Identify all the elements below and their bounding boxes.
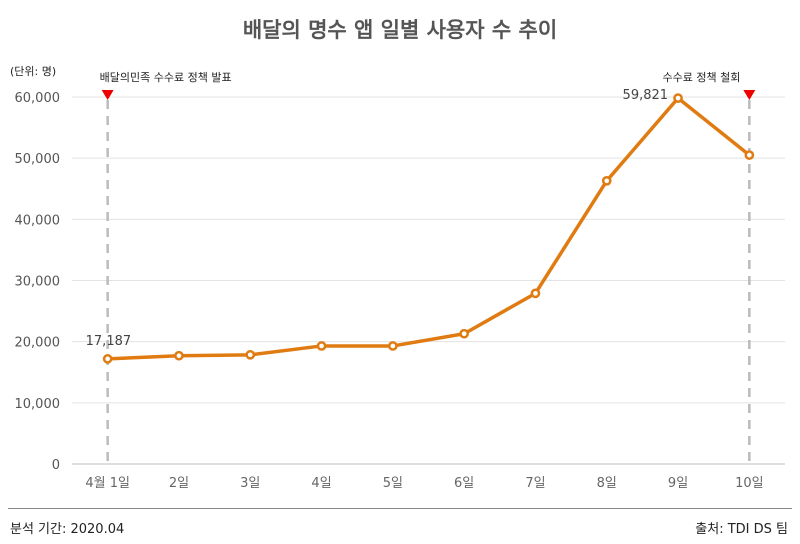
data-point xyxy=(174,350,184,361)
y-tick-label: 50,000 xyxy=(15,152,61,167)
series-layer xyxy=(102,93,755,364)
x-tick-label: 4일 xyxy=(311,476,331,491)
chart-title: 배달의 명수 앱 일별 사용자 수 추이 xyxy=(242,18,558,42)
unit-label: (단위: 명) xyxy=(10,65,56,78)
data-labels: 17,187 59,821 xyxy=(86,88,668,349)
footer-divider xyxy=(8,508,792,509)
data-point xyxy=(601,175,612,186)
data-label: 59,821 xyxy=(623,88,669,103)
source-label: 출처: TDI DS 팀 xyxy=(695,522,788,537)
x-tick-label: 9일 xyxy=(668,476,688,491)
y-tick-label: 20,000 xyxy=(15,336,61,351)
y-tick-label: 10,000 xyxy=(15,397,61,412)
x-tick-label: 3일 xyxy=(240,476,260,491)
data-point xyxy=(245,349,256,360)
analysis-period: 분석 기간: 2020.04 xyxy=(10,522,125,537)
data-point xyxy=(530,288,541,299)
x-tick-label: 5일 xyxy=(383,476,403,491)
gridlines xyxy=(72,96,785,465)
event-markers: 배달의민족 수수료 정책 발표 수수료 정책 철회 xyxy=(100,71,756,464)
y-axis-ticks: 0 10,000 20,000 30,000 40,000 50,000 60,000 xyxy=(15,91,61,473)
y-tick-label: 40,000 xyxy=(15,213,61,228)
event-marker-triangle xyxy=(101,90,114,100)
series-line xyxy=(107,96,751,361)
x-axis-ticks: 4월 1일 2일 3일 4일 5일 6일 7일 8일 9일 10일 xyxy=(85,476,763,491)
x-tick-label: 6일 xyxy=(454,476,474,491)
data-point xyxy=(102,354,113,364)
x-tick-label: 4월 1일 xyxy=(85,476,130,491)
data-label: 17,187 xyxy=(86,334,131,349)
event-annotation: 배달의민족 수수료 정책 발표 xyxy=(100,71,232,84)
y-tick-label: 60,000 xyxy=(15,91,61,106)
y-tick-label: 0 xyxy=(52,458,60,473)
line-chart: (단위: 명) 0 10,000 20,000 30,000 40,000 50,000 6… xyxy=(10,65,785,491)
data-point xyxy=(744,150,755,160)
event-annotation: 수수료 정책 철회 xyxy=(663,71,741,84)
data-point xyxy=(316,341,327,351)
event-marker-triangle xyxy=(743,90,756,100)
data-point xyxy=(673,93,683,103)
x-tick-label: 7일 xyxy=(525,476,545,491)
data-point xyxy=(388,341,398,351)
x-tick-label: 10일 xyxy=(735,476,764,491)
y-tick-label: 30,000 xyxy=(15,275,61,290)
x-tick-label: 8일 xyxy=(597,476,617,491)
x-tick-label: 2일 xyxy=(169,476,189,491)
data-point xyxy=(459,328,469,339)
